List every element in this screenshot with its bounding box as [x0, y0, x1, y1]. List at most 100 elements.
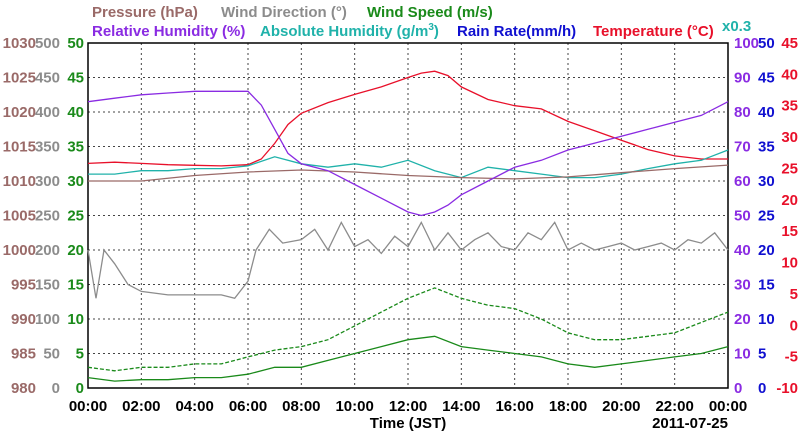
x-tick-label: 14:00	[442, 398, 480, 415]
tick-label-rain-rate: 30	[758, 173, 775, 190]
tick-label-pressure: 1025	[3, 70, 36, 87]
series-line-absolute-humidity-g-m	[88, 149, 729, 179]
tick-label-wind-speed: 10	[67, 311, 84, 328]
tick-label-temperature: 10	[781, 255, 798, 272]
tick-label-temperature: 0	[790, 317, 798, 334]
x-tick-label: 16:00	[495, 398, 533, 415]
tick-label-temperature: 20	[781, 192, 798, 209]
tick-label-rain-rate: 35	[758, 139, 775, 156]
tick-label-wind-direction: 250	[35, 208, 60, 225]
tick-label-temperature: -10	[776, 380, 798, 397]
plot-area	[87, 42, 729, 389]
legend-rain-rate: Rain Rate(mm/h)	[457, 23, 576, 40]
tick-label-rain-rate: 25	[758, 208, 775, 225]
tick-label-wind-direction: 200	[35, 242, 60, 259]
series-line-temperature-c	[87, 70, 728, 167]
tick-label-relative-humidity: 0	[734, 380, 742, 397]
tick-label-wind-direction: 400	[35, 104, 60, 121]
date-label: 2011-07-25	[652, 415, 728, 432]
legend-pressure: Pressure (hPa)	[92, 4, 198, 21]
tick-label-wind-speed: 0	[76, 380, 84, 397]
x-axis-label: Time (JST)	[370, 415, 446, 432]
tick-label-wind-direction: 300	[35, 173, 60, 190]
tick-label-temperature: 15	[781, 223, 798, 240]
x-tick-label: 22:00	[655, 398, 693, 415]
tick-label-relative-humidity: 10	[734, 346, 751, 363]
tick-label-rain-rate: 0	[758, 380, 766, 397]
tick-label-temperature: 45	[781, 35, 798, 52]
tick-label-wind-direction: 500	[35, 35, 60, 52]
legend-wind-direction: Wind Direction (°)	[221, 4, 347, 21]
tick-label-relative-humidity: 40	[734, 242, 751, 259]
tick-label-wind-speed: 15	[67, 277, 84, 294]
tick-label-wind-direction: 50	[43, 346, 60, 363]
tick-label-rain-rate: 5	[758, 346, 766, 363]
x-tick-label: 04:00	[175, 398, 213, 415]
tick-label-wind-speed: 35	[67, 139, 84, 156]
x-tick-label: 12:00	[389, 398, 427, 415]
x-tick-label: 02:00	[122, 398, 160, 415]
tick-label-pressure: 1030	[3, 35, 36, 52]
tick-label-rain-rate: 10	[758, 311, 775, 328]
tick-label-pressure: 980	[11, 380, 36, 397]
tick-label-pressure: 1005	[3, 208, 36, 225]
tick-label-rain-rate: 50	[758, 35, 775, 52]
tick-label-relative-humidity: 30	[734, 277, 751, 294]
series-line-relative-humidity	[87, 90, 729, 217]
tick-label-wind-speed: 30	[67, 173, 84, 190]
axis-tick-labels: 1030102510201015101010051000995990985980…	[3, 35, 798, 415]
x-tick-label: 18:00	[549, 398, 587, 415]
tick-label-wind-speed: 25	[67, 208, 84, 225]
tick-label-temperature: 40	[781, 66, 798, 83]
legend-absolute-humidity: Absolute Humidity (g/m3)	[260, 22, 439, 40]
tick-label-pressure: 985	[11, 346, 36, 363]
tick-label-wind-speed: 5	[76, 346, 84, 363]
tick-label-pressure: 995	[11, 277, 36, 294]
tick-label-pressure: 1015	[3, 139, 36, 156]
x-tick-label: 00:00	[709, 398, 747, 415]
scale-note: x0.3	[722, 18, 751, 35]
tick-label-relative-humidity: 70	[734, 139, 751, 156]
series-line-pressure-hpa	[88, 164, 729, 182]
tick-label-wind-direction: 150	[35, 277, 60, 294]
tick-label-temperature: -5	[785, 349, 798, 366]
tick-label-wind-speed: 40	[67, 104, 84, 121]
tick-label-temperature: 35	[781, 98, 798, 115]
tick-label-wind-direction: 450	[35, 70, 60, 87]
legend-temperature: Temperature (°C)	[593, 23, 714, 40]
legend-relative-humidity: Relative Humidity (%)	[92, 23, 245, 40]
series-lines	[87, 70, 729, 382]
tick-label-wind-speed: 50	[67, 35, 84, 52]
series-line-wind-direction	[87, 220, 729, 300]
grid-lines	[88, 43, 728, 388]
tick-label-rain-rate: 40	[758, 104, 775, 121]
tick-label-rain-rate: 45	[758, 70, 775, 87]
tick-label-relative-humidity: 50	[734, 208, 751, 225]
tick-label-rain-rate: 15	[758, 277, 775, 294]
tick-label-relative-humidity: 80	[734, 104, 751, 121]
series-line-wind-speed-m-s	[87, 335, 729, 382]
tick-label-pressure: 1020	[3, 104, 36, 121]
x-tick-label: 00:00	[69, 398, 107, 415]
tick-label-pressure: 990	[11, 311, 36, 328]
tick-label-relative-humidity: 90	[734, 70, 751, 87]
x-tick-label: 06:00	[229, 398, 267, 415]
tick-label-rain-rate: 20	[758, 242, 775, 259]
tick-label-temperature: 5	[790, 286, 798, 303]
tick-label-wind-speed: 45	[67, 70, 84, 87]
x-tick-label: 08:00	[282, 398, 320, 415]
tick-label-pressure: 1000	[3, 242, 36, 259]
tick-label-wind-speed: 20	[67, 242, 84, 259]
tick-label-temperature: 30	[781, 129, 798, 146]
tick-label-relative-humidity: 20	[734, 311, 751, 328]
tick-label-wind-direction: 350	[35, 139, 60, 156]
tick-label-relative-humidity: 100	[734, 35, 759, 52]
tick-label-pressure: 1010	[3, 173, 36, 190]
legend-wind-speed: Wind Speed (m/s)	[367, 4, 493, 21]
tick-label-temperature: 25	[781, 160, 798, 177]
x-tick-label: 10:00	[335, 398, 373, 415]
tick-label-relative-humidity: 60	[734, 173, 751, 190]
x-tick-label: 20:00	[602, 398, 640, 415]
tick-label-wind-direction: 100	[35, 311, 60, 328]
